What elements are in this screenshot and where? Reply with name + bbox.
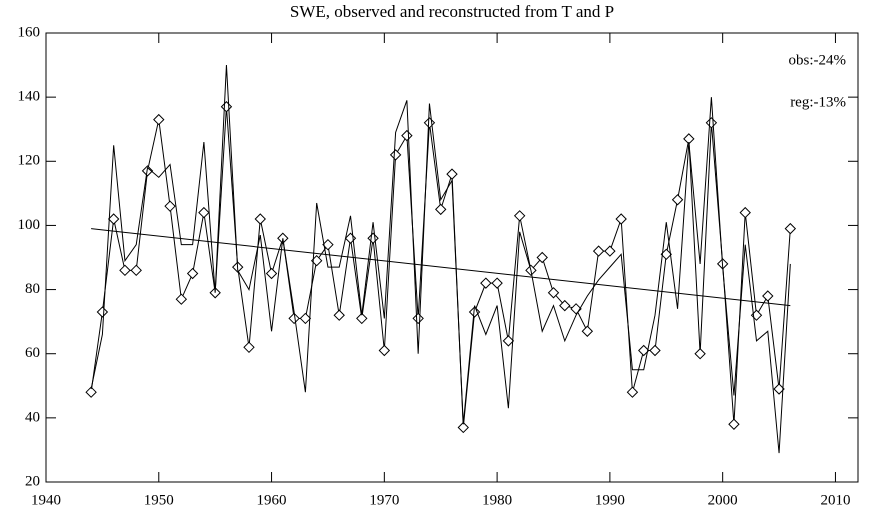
diamond-marker bbox=[107, 213, 120, 225]
diamond-marker bbox=[446, 168, 458, 180]
diamond-marker bbox=[299, 312, 312, 325]
y-tick-label: 80 bbox=[25, 281, 40, 297]
diamond-marker bbox=[220, 101, 233, 113]
diamond-marker bbox=[356, 312, 368, 325]
diamond-marker bbox=[130, 264, 142, 277]
diamond-marker bbox=[705, 117, 718, 129]
diamond-marker bbox=[784, 222, 797, 235]
diamond-marker bbox=[570, 303, 582, 315]
diamond-marker bbox=[435, 203, 447, 216]
diamond-marker bbox=[153, 113, 165, 126]
y-tick-label: 100 bbox=[18, 217, 41, 233]
chart-title: SWE, observed and reconstructed from T a… bbox=[290, 2, 614, 21]
diamond-marker bbox=[254, 213, 266, 225]
diamond-marker bbox=[389, 149, 402, 161]
diamond-marker bbox=[491, 277, 503, 289]
diamond-marker bbox=[694, 348, 706, 360]
x-tick-label: 1960 bbox=[257, 492, 287, 508]
diamond-marker bbox=[265, 267, 278, 280]
diamond-marker bbox=[401, 129, 413, 142]
diamond-marker bbox=[175, 293, 188, 305]
y-tick-label: 160 bbox=[18, 24, 41, 40]
diamond-marker bbox=[423, 117, 436, 129]
trend-line bbox=[91, 228, 791, 307]
y-tick-label: 60 bbox=[25, 345, 40, 361]
diamond-marker bbox=[378, 344, 391, 357]
diamond-marker bbox=[333, 309, 345, 321]
diamond-marker bbox=[243, 341, 255, 354]
diamond-marker bbox=[604, 245, 616, 257]
x-tick-label: 1990 bbox=[595, 492, 625, 508]
diamond-marker bbox=[457, 421, 469, 434]
diamond-marker bbox=[581, 325, 594, 337]
x-tick-label: 1980 bbox=[482, 492, 512, 508]
diamond-marker bbox=[626, 386, 639, 398]
y-tick-label: 40 bbox=[25, 409, 40, 425]
diamond-marker bbox=[96, 306, 109, 318]
annotation: reg:-13% bbox=[790, 94, 846, 110]
x-tick-label: 2000 bbox=[708, 492, 738, 508]
plot-frame bbox=[45, 32, 859, 483]
diamond-marker bbox=[502, 335, 515, 347]
diamond-marker bbox=[728, 418, 740, 430]
x-tick-label: 1940 bbox=[31, 492, 61, 508]
diamond-marker bbox=[762, 290, 774, 302]
diamond-marker bbox=[638, 344, 650, 357]
diamond-marker bbox=[198, 206, 210, 219]
x-tick-label: 2010 bbox=[820, 492, 850, 508]
diamond-marker bbox=[559, 299, 571, 312]
diamond-marker bbox=[739, 206, 751, 219]
y-tick-label: 140 bbox=[18, 89, 41, 105]
diamond-marker bbox=[468, 306, 481, 318]
y-tick-label: 120 bbox=[18, 153, 41, 169]
diamond-marker bbox=[480, 277, 492, 289]
diamond-marker bbox=[412, 312, 424, 325]
diamond-marker bbox=[615, 213, 627, 225]
diamond-marker bbox=[164, 200, 176, 212]
diamond-marker bbox=[773, 383, 785, 395]
x-tick-label: 1950 bbox=[144, 492, 174, 508]
diamond-marker bbox=[344, 232, 357, 244]
diamond-marker bbox=[367, 232, 379, 244]
diamond-marker bbox=[547, 287, 560, 299]
diamond-marker bbox=[649, 344, 661, 357]
diamond-marker bbox=[513, 210, 526, 222]
diamond-marker bbox=[671, 194, 684, 206]
annotation: obs:-24% bbox=[789, 52, 847, 68]
diamond-marker bbox=[592, 245, 605, 257]
diamond-marker bbox=[322, 238, 334, 251]
y-tick-label: 20 bbox=[25, 473, 40, 489]
diamond-marker bbox=[536, 251, 548, 264]
series-line bbox=[90, 65, 791, 454]
diamond-marker bbox=[85, 386, 97, 398]
x-tick-label: 1970 bbox=[369, 492, 399, 508]
diamond-marker bbox=[288, 312, 300, 325]
diamond-marker bbox=[119, 264, 131, 277]
diamond-marker bbox=[186, 267, 199, 280]
